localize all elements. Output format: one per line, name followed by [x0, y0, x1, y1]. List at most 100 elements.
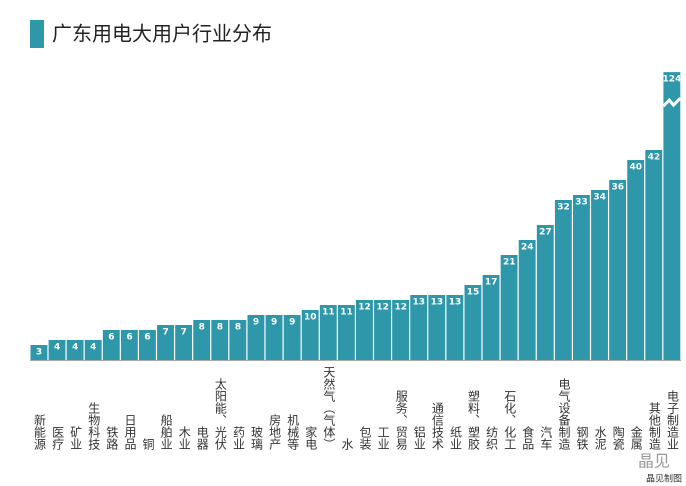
value-label: 12 [394, 303, 407, 313]
x-tick-label: 钢铁 [575, 426, 589, 450]
chart-title: 广东用电大用户行业分布 [52, 22, 272, 46]
bar [645, 150, 663, 360]
x-tick-label: 工业 [376, 426, 390, 450]
value-label: 6 [108, 333, 114, 343]
value-label: 12 [358, 303, 371, 313]
x-tick-label: 生物科技 [87, 402, 101, 450]
watermark-logo: 晶见 [638, 452, 670, 471]
bar [374, 300, 391, 360]
bar [536, 225, 554, 360]
bar [175, 325, 193, 360]
bar [139, 330, 156, 360]
x-tick-label: 水泥 [593, 426, 607, 450]
x-tick-label: 金属 [629, 425, 643, 451]
x-tick-label: 玻璃 [250, 426, 264, 451]
x-tick-label: 石化、化工 [503, 390, 517, 450]
x-tick-label: 包装 [358, 426, 372, 451]
value-label: 7 [162, 328, 168, 338]
x-tick-label: 家电 [304, 425, 318, 450]
value-label: 9 [289, 318, 295, 328]
value-label: 13 [431, 298, 444, 308]
x-tick-label: 食品 [521, 425, 535, 450]
value-label: 4 [54, 343, 60, 353]
x-tick-label: 船舶业 [159, 414, 173, 450]
bar [66, 340, 84, 360]
bar [518, 240, 536, 360]
value-label: 13 [449, 298, 462, 308]
value-label: 40 [630, 163, 643, 173]
x-tick-label: 铜 [141, 437, 155, 450]
x-tick-label: 电子制造业 [665, 390, 679, 450]
value-label: 24 [521, 243, 534, 253]
x-tick-label: 塑料、塑胶 [467, 389, 481, 451]
value-label: 8 [217, 323, 223, 333]
value-label: 8 [235, 323, 241, 333]
bar [265, 315, 283, 360]
x-tick-label: 新能源 [33, 413, 47, 451]
x-tick-label: 电气设备制造 [557, 378, 571, 450]
bar [193, 320, 211, 360]
value-label: 10 [304, 313, 317, 323]
bar [500, 255, 518, 360]
bar [428, 295, 446, 360]
value-label: 15 [467, 288, 480, 298]
axis-break [662, 97, 682, 108]
title-marker [30, 20, 44, 48]
x-tick-label: 药业 [231, 426, 245, 450]
bar [446, 295, 464, 360]
bar [609, 180, 627, 360]
x-tick-label: 铝业 [412, 425, 426, 450]
bar [229, 320, 247, 360]
bar [464, 285, 482, 360]
value-label: 27 [539, 228, 552, 238]
bar [102, 330, 120, 360]
watermark-caption: 晶见制图 [646, 473, 682, 485]
x-tick-label: 通信技术 [430, 402, 444, 450]
bar [573, 195, 590, 360]
value-label: 17 [485, 278, 498, 288]
bar [157, 325, 174, 360]
bar [247, 315, 265, 360]
bar [211, 320, 229, 360]
value-label: 34 [593, 193, 606, 203]
x-tick-label: 天然气（气体） [322, 366, 336, 450]
value-label: 3 [36, 348, 42, 358]
x-tick-label: 水 [340, 438, 354, 450]
bar [356, 300, 373, 360]
bar [301, 310, 319, 360]
value-label: 11 [322, 308, 335, 318]
x-tick-label: 铁路 [105, 426, 119, 451]
value-label: 36 [611, 183, 624, 193]
value-label: 9 [271, 318, 277, 328]
value-label: 7 [181, 328, 187, 338]
value-label: 42 [648, 153, 661, 163]
x-tick-label: 木业 [177, 426, 191, 450]
x-tick-label: 服务、贸易 [394, 390, 408, 451]
bar [337, 305, 355, 360]
x-tick-label: 机械等 [286, 414, 300, 450]
value-label: 8 [199, 323, 205, 333]
value-label: 32 [557, 203, 570, 213]
x-tick-label: 医疗 [51, 426, 65, 451]
bar [482, 275, 500, 360]
value-label: 6 [126, 333, 132, 343]
x-tick-label: 纸业 [448, 426, 462, 450]
bar [84, 340, 102, 360]
x-tick-label: 太阳能、光伏 [213, 377, 227, 450]
bar [663, 72, 681, 361]
x-tick-label: 电器 [195, 426, 209, 451]
x-tick-label: 汽车 [539, 425, 553, 451]
bar [30, 345, 48, 360]
value-label: 21 [503, 258, 516, 268]
x-tick-label: 日用品 [123, 414, 137, 450]
value-label: 4 [72, 343, 78, 353]
bar [392, 300, 410, 360]
bar [48, 340, 66, 360]
x-tick-label: 纺织 [485, 426, 499, 450]
x-tick-label: 陶瓷 [611, 425, 625, 450]
x-tick-label: 其他制造 [647, 402, 661, 450]
bar [283, 315, 301, 360]
value-label: 11 [340, 308, 353, 318]
value-label: 124 [663, 75, 682, 85]
bar [627, 160, 645, 360]
